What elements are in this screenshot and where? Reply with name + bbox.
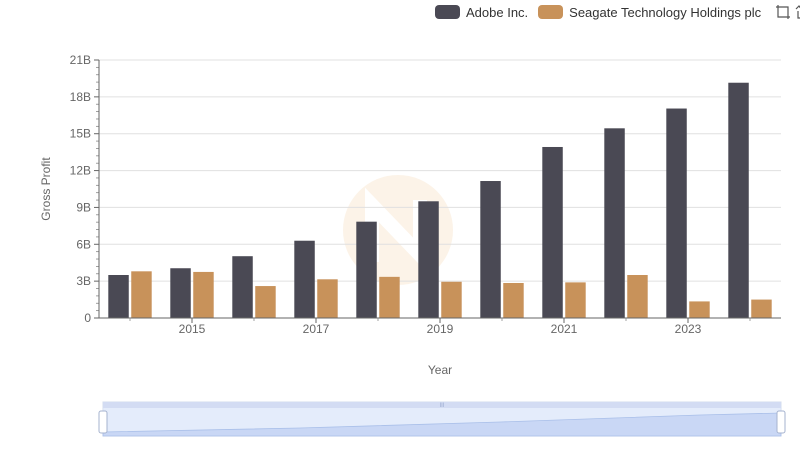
bar-adobe-2021[interactable] bbox=[542, 146, 563, 318]
y-tick-label: 9B bbox=[76, 200, 91, 214]
bar-adobe-2019[interactable] bbox=[418, 201, 439, 318]
bar-seagate-2017[interactable] bbox=[317, 279, 338, 318]
bar-seagate-2021[interactable] bbox=[565, 282, 586, 318]
bar-adobe-2023[interactable] bbox=[666, 108, 687, 319]
y-axis-title: Gross Profit bbox=[39, 157, 53, 221]
y-tick-label: 21B bbox=[70, 53, 91, 67]
bar-seagate-2020[interactable] bbox=[503, 282, 524, 318]
y-tick-label: 18B bbox=[70, 90, 91, 104]
bar-seagate-2015[interactable] bbox=[193, 271, 214, 318]
legend-swatch-adobe bbox=[435, 5, 460, 19]
datazoom-preview-line bbox=[102, 412, 782, 437]
bar-adobe-2015[interactable] bbox=[170, 268, 191, 318]
x-tick-label: 2023 bbox=[675, 322, 702, 336]
bar-seagate-2014[interactable] bbox=[131, 271, 152, 318]
legend-label-adobe: Adobe Inc. bbox=[466, 4, 529, 20]
datazoom-handle-left[interactable] bbox=[98, 410, 108, 434]
x-tick-label: 2017 bbox=[303, 322, 330, 336]
x-tick-label: 2021 bbox=[551, 322, 578, 336]
bar-adobe-2016[interactable] bbox=[232, 256, 253, 318]
bar-seagate-2016[interactable] bbox=[255, 286, 276, 318]
bar-seagate-2022[interactable] bbox=[627, 275, 648, 318]
bar-adobe-2017[interactable] bbox=[294, 240, 315, 318]
datazoom-drag-handle[interactable]: III bbox=[439, 403, 444, 409]
bar-seagate-2019[interactable] bbox=[441, 281, 462, 318]
bar-adobe-2014[interactable] bbox=[108, 275, 129, 318]
bar-seagate-2024[interactable] bbox=[751, 299, 772, 318]
x-axis-title: Year bbox=[428, 363, 452, 377]
datazoom-slider[interactable]: III bbox=[98, 401, 786, 437]
legend-label-seagate: Seagate Technology Holdings plc bbox=[569, 4, 762, 20]
x-tick-label: 2019 bbox=[427, 322, 454, 336]
zoom-reset-icon[interactable] bbox=[795, 4, 800, 20]
bar-adobe-2020[interactable] bbox=[480, 181, 501, 318]
bar-seagate-2023[interactable] bbox=[689, 301, 710, 318]
datazoom-top-bar[interactable] bbox=[103, 402, 781, 408]
y-tick-label: 12B bbox=[70, 164, 91, 178]
y-tick-label: 6B bbox=[76, 237, 91, 251]
bar-adobe-2018[interactable] bbox=[356, 221, 377, 318]
datazoom-handle-right[interactable] bbox=[776, 410, 786, 434]
y-tick-label: 3B bbox=[76, 274, 91, 288]
y-tick-label: 15B bbox=[70, 127, 91, 141]
legend: Adobe Inc. Seagate Technology Holdings p… bbox=[435, 4, 800, 20]
y-tick-label: 0 bbox=[84, 311, 91, 325]
zoom-select-icon[interactable] bbox=[775, 4, 791, 20]
legend-item-seagate[interactable]: Seagate Technology Holdings plc bbox=[538, 5, 761, 20]
legend-swatch-seagate bbox=[538, 5, 564, 19]
bar-adobe-2022[interactable] bbox=[604, 128, 625, 318]
legend-item-adobe[interactable]: Adobe Inc. bbox=[435, 5, 528, 20]
x-tick-label: 2015 bbox=[179, 322, 206, 336]
bar-seagate-2018[interactable] bbox=[379, 276, 400, 318]
bar-adobe-2024[interactable] bbox=[728, 82, 749, 318]
